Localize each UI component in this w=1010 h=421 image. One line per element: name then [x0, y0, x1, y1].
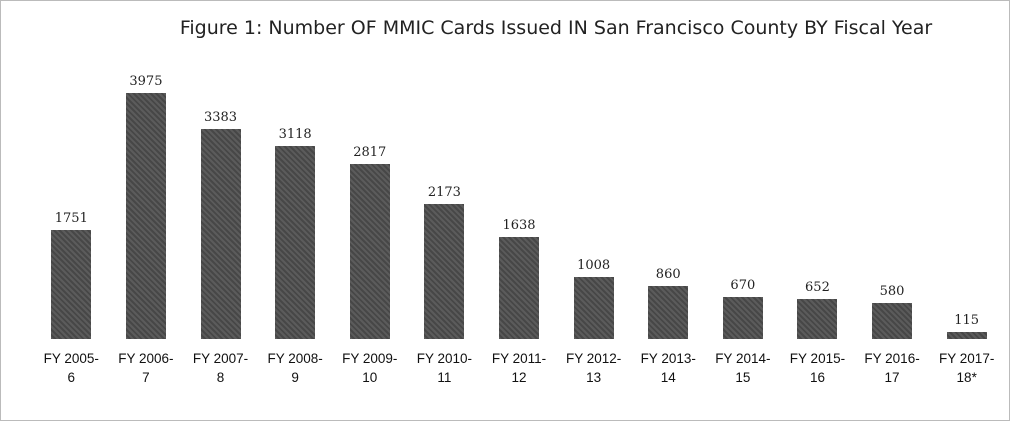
x-tick-label: FY 2012-13: [565, 351, 622, 385]
x-tick-label: FY 2016-17: [864, 351, 920, 385]
bar: [797, 298, 838, 339]
data-label: 1751: [54, 211, 88, 227]
x-tick-label: FY 2017-18*: [939, 351, 995, 385]
bar: [499, 237, 539, 339]
x-tick-label: FY 2011-12: [491, 351, 547, 385]
bar: [125, 92, 166, 339]
data-label: 1638: [502, 218, 536, 234]
bar: [872, 303, 913, 339]
data-label: 670: [730, 278, 756, 294]
bar: [349, 164, 390, 339]
x-tick-label: FY 2014-15: [715, 351, 771, 385]
x-tick-label: FY 2009-10: [342, 351, 398, 385]
bar: [946, 331, 987, 339]
x-tick-label: FY 2006-7: [118, 351, 174, 385]
bar: [573, 276, 614, 339]
x-tick-label: FY 2008-9: [267, 351, 323, 385]
x-tick-label: FY 2005-6: [43, 351, 99, 385]
data-label: 3975: [129, 73, 163, 89]
bar: [200, 129, 241, 339]
bar: [648, 285, 689, 339]
x-tick-label: FY 2013-14: [640, 351, 696, 385]
bar: [424, 204, 465, 339]
data-label: 115: [954, 312, 980, 328]
data-label: 2173: [427, 185, 461, 201]
x-tick-label: FY 2010-11: [416, 351, 473, 385]
bar: [722, 297, 763, 339]
data-label: 652: [805, 279, 830, 295]
data-label: 3383: [203, 110, 238, 126]
chart-title: Figure 1: Number OF MMIC Cards Issued IN…: [179, 17, 933, 39]
data-label: 1008: [577, 257, 611, 273]
bar: [275, 145, 316, 339]
x-tick-label: FY 2015-16: [789, 351, 846, 385]
x-tick-label: FY 2007-8: [192, 351, 249, 385]
bar: [51, 230, 92, 339]
data-label: 2817: [353, 145, 387, 161]
data-label: 580: [879, 284, 905, 300]
data-label: 3118: [278, 126, 312, 142]
data-label: 860: [655, 266, 681, 282]
